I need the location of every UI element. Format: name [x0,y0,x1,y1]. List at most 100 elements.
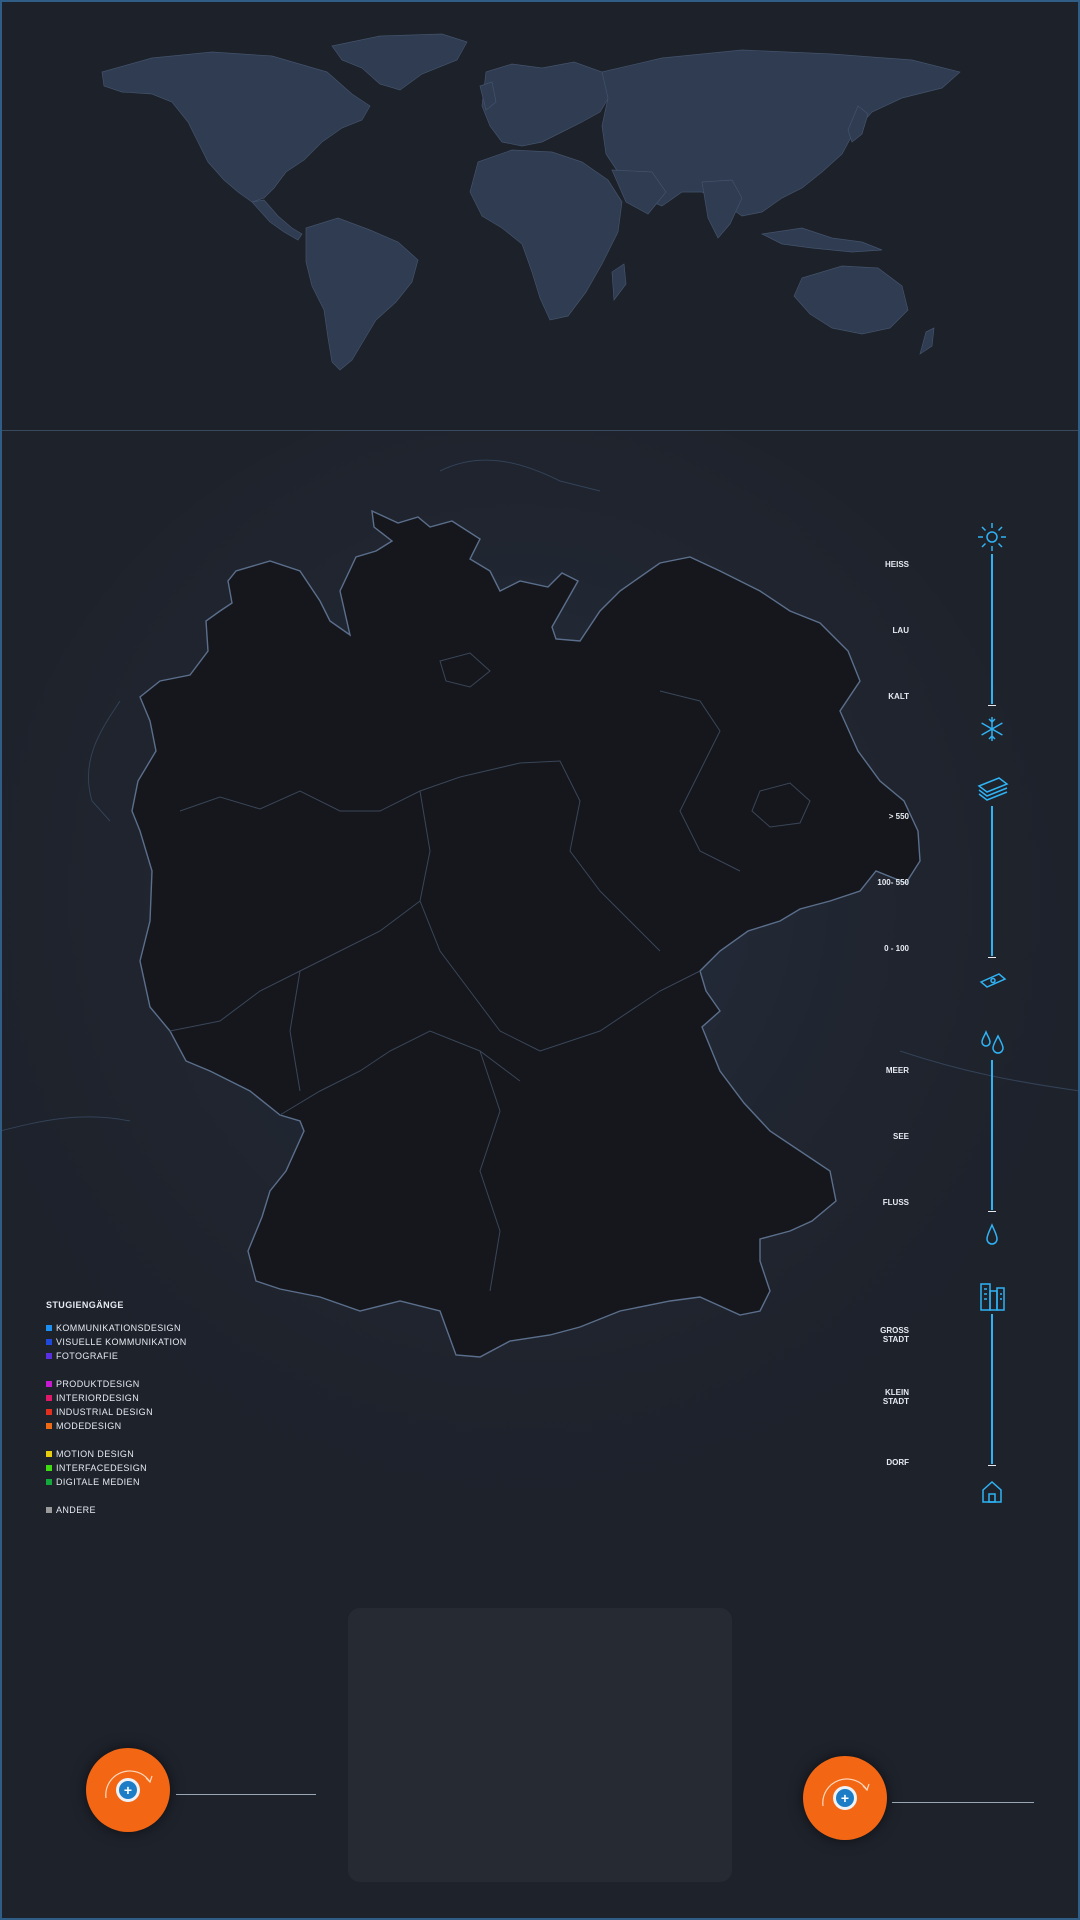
add-button-ring: + [833,1786,857,1810]
city-label-big: GROSS STADT [880,1326,909,1344]
legend-item[interactable]: ANDERE [46,1503,187,1517]
berlin-border [751,782,811,828]
water-drop-icon [986,1223,998,1245]
legend-label: INDUSTRIAL DESIGN [56,1407,153,1417]
new-zealand [919,327,935,355]
climate-label-mild: LAU [892,626,909,635]
legend-group: KOMMUNIKATIONSDESIGN VISUELLE KOMMUNIKATI… [46,1321,187,1363]
neighbor-border-east [899,1050,1080,1092]
madagascar [611,263,627,301]
city-buildings-icon [980,1283,1005,1311]
state-border-2 [419,790,541,1052]
add-location-button-right[interactable]: + [803,1756,887,1840]
south-america [305,217,419,371]
africa [469,149,623,321]
legend-item[interactable]: VISUELLE KOMMUNIKATION [46,1335,187,1349]
legend-label: PRODUKTDESIGN [56,1379,140,1389]
add-button-ring: + [116,1778,140,1802]
legend-swatch [46,1423,52,1429]
legend-swatch [46,1395,52,1401]
neighbor-coast-nl [87,700,121,822]
legend-label: INTERIORDESIGN [56,1393,140,1403]
legend-item[interactable]: MODEDESIGN [46,1419,187,1433]
info-card [348,1608,732,1882]
water-label-sea: MEER [885,1066,909,1075]
money-stack-icon [977,777,1009,801]
legend-label: MODEDESIGN [56,1421,122,1431]
indonesia [760,227,883,253]
india [701,179,743,239]
central-america [251,199,303,241]
legend-item[interactable]: DIGITALE MEDIEN [46,1475,187,1489]
uk [479,81,497,111]
legend-groups: KOMMUNIKATIONSDESIGN VISUELLE KOMMUNIKATI… [46,1321,187,1517]
greenland [331,33,468,91]
north-america [101,51,371,203]
australia [793,265,909,335]
hamburg-border [439,652,491,688]
germany-map-panel[interactable] [0,391,1080,1531]
legend-group: MOTION DESIGN INTERFACEDESIGN DIGITALE MED… [46,1447,187,1489]
climate-label-hot: HEISS [884,560,909,569]
rotate-arc-icon [105,1770,153,1799]
legend-swatch [46,1507,52,1513]
legend-swatch [46,1353,52,1359]
plus-icon: + [836,1789,854,1807]
legend-item[interactable]: KOMMUNIKATIONSDESIGN [46,1321,187,1335]
climate-label-cold: KALT [888,692,909,701]
legend-group: PRODUKTDESIGN INTERIORDESIGN INDUSTRIAL DE… [46,1377,187,1433]
legend-swatch [46,1381,52,1387]
city-label-small: KLEIN STADT [882,1388,909,1406]
legend-label: DIGITALE MEDIEN [56,1477,140,1487]
legend-label: VISUELLE KOMMUNIKATION [56,1337,187,1347]
legend-item[interactable]: INDUSTRIAL DESIGN [46,1405,187,1419]
cost-scale-line [988,806,996,958]
left-button-connector [176,1794,316,1795]
state-border-8 [539,970,701,1052]
snowflake-icon [981,717,1003,741]
legend-item[interactable]: PRODUKTDESIGN [46,1377,187,1391]
water-label-river: FLUSS [882,1198,909,1207]
legend-label: INTERFACEDESIGN [56,1463,148,1473]
legend-swatch [46,1479,52,1485]
rotate-arc-icon [822,1778,870,1807]
city-scale-line [988,1314,996,1466]
world-map[interactable] [2,2,1078,430]
state-border-7 [479,1050,501,1292]
village-house-icon [982,1480,1002,1503]
legend-swatch [46,1325,52,1331]
legend-item[interactable]: INTERFACEDESIGN [46,1461,187,1475]
legend-swatch [46,1465,52,1471]
neighbor-border-west [0,1116,131,1132]
state-border-9 [289,970,301,1092]
legend-item[interactable]: MOTION DESIGN [46,1447,187,1461]
legend-swatch [46,1339,52,1345]
legend-item[interactable]: FOTOGRAFIE [46,1349,187,1363]
legend-group: ANDERE [46,1503,187,1517]
neighbor-coast-dk [439,459,601,492]
legend-swatch [46,1409,52,1415]
legend-title: STUGIENGÄNGE [46,1300,124,1310]
cost-label-mid: 100- 550 [877,878,909,887]
water-drops-icon [981,1029,1004,1054]
add-location-button-left[interactable]: + [86,1748,170,1832]
germany-outline [131,509,921,1358]
legend-item[interactable]: INTERIORDESIGN [46,1391,187,1405]
germany-map[interactable] [0,391,1080,1531]
legend: STUGIENGÄNGE KOMMUNIKATIONSDESIGN VISUELL… [46,1300,187,1531]
state-border-1 [179,762,521,812]
cost-label-low: 0 - 100 [884,944,909,953]
world-map-panel[interactable] [2,2,1078,431]
city-label-village: DORF [886,1458,909,1467]
money-bill-icon [979,973,1007,988]
legend-label: KOMMUNIKATIONSDESIGN [56,1323,181,1333]
state-border-4 [659,690,741,872]
legend-label: ANDERE [56,1505,96,1515]
arabia [611,169,667,215]
water-label-lake: SEE [892,1132,909,1141]
water-scale-line [988,1060,996,1212]
sun-icon [978,523,1006,551]
cost-label-high: > 550 [888,812,909,821]
state-border-3 [519,760,661,952]
legend-label: MOTION DESIGN [56,1449,135,1459]
